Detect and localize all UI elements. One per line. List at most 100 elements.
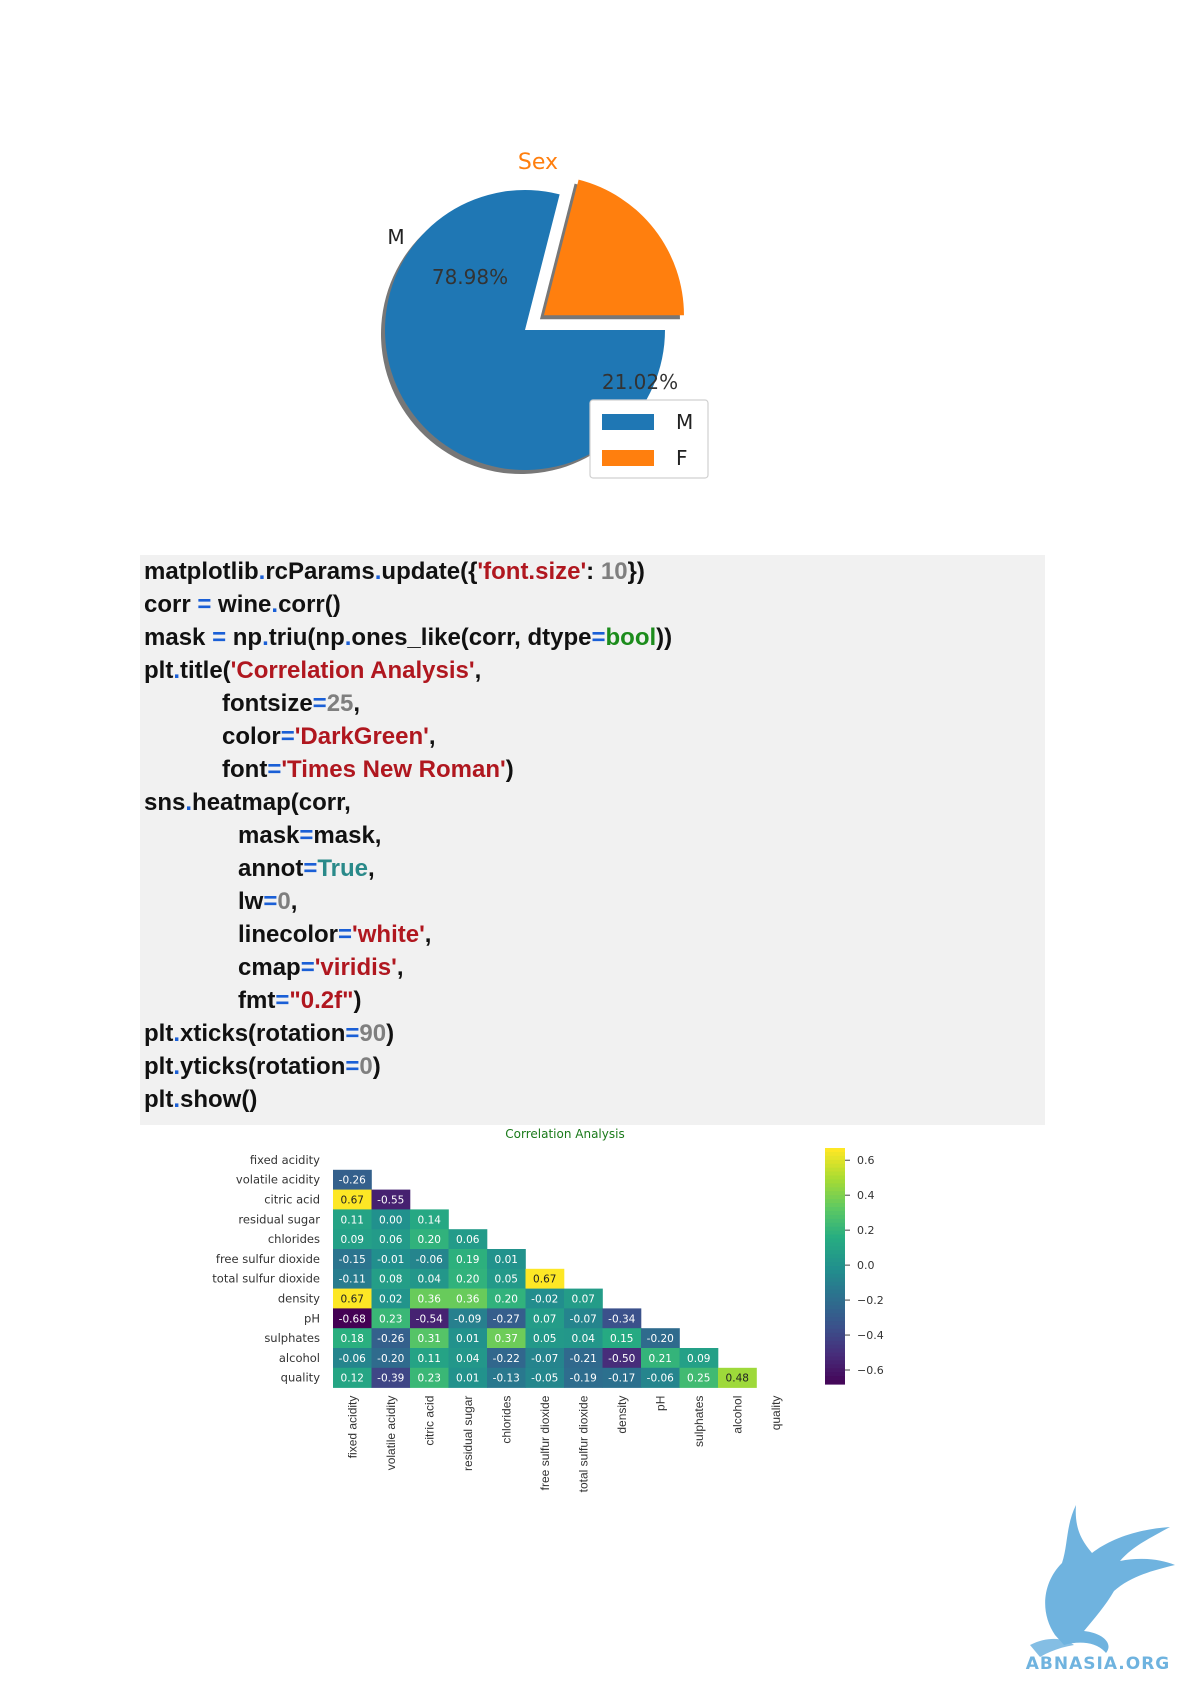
colorbar-band: [825, 1171, 845, 1177]
heatmap-cell: [410, 1367, 449, 1388]
colorbar-band: [825, 1214, 845, 1220]
code-token: True: [317, 855, 369, 882]
colorbar-band: [825, 1218, 845, 1224]
code-token: bool: [605, 624, 657, 651]
heatmap-cell: [641, 1367, 680, 1388]
heatmap-cell-value: 0.12: [341, 1373, 364, 1385]
heatmap-cell-value: 0.01: [495, 1254, 518, 1266]
heatmap-cell-value: 0.36: [418, 1294, 442, 1306]
heatmap-cell: [525, 1268, 565, 1289]
code-token: corr(): [278, 591, 341, 618]
colorbar-tick-label: −0.4: [857, 1329, 884, 1342]
heatmap-cell: [371, 1328, 411, 1349]
correlation-heatmap: Correlation Analysis -0.26 0.67 -0.55 0.11 0…: [212, 1128, 884, 1492]
code-token: ): [505, 756, 514, 783]
colorbar-tick-label: 0.6: [857, 1154, 875, 1167]
heatmap-x-label: fixed acidity: [345, 1396, 359, 1459]
code-line: mask = np.triu(np.ones_like(corr, dtype=…: [144, 623, 672, 653]
code-token: ,: [428, 723, 436, 750]
colorbar-band: [825, 1293, 845, 1299]
code-line: font='Times New Roman'): [222, 755, 514, 785]
code-token: triu(np: [268, 624, 345, 651]
colorbar-tick-label: 0.4: [857, 1189, 875, 1202]
code-token: font: [222, 756, 268, 783]
heatmap-cell-value: 0.14: [418, 1214, 442, 1226]
code-line: annot=True,: [238, 854, 375, 884]
heatmap-cell-value: 0.48: [726, 1373, 749, 1385]
heatmap-cell: [525, 1288, 565, 1309]
colorbar-band: [825, 1155, 845, 1161]
colorbar-band: [825, 1242, 845, 1247]
heatmap-cell-value: -0.02: [531, 1294, 558, 1306]
colorbar-band: [825, 1277, 845, 1283]
code-line: plt.show(): [144, 1085, 257, 1115]
code-line: sns.heatmap(corr,: [144, 788, 351, 818]
heatmap-cell-value: 0.11: [418, 1353, 441, 1365]
sex-pie-chart: Sex M 78.98% F 21.02% MF: [381, 150, 709, 479]
code-line: corr = wine.corr(): [144, 590, 341, 620]
heatmap-cell: [448, 1308, 488, 1329]
heatmap-cell: [371, 1348, 411, 1369]
heatmap-cell: [487, 1367, 526, 1388]
code-token: .: [185, 789, 193, 816]
code-line: color='DarkGreen',: [222, 722, 436, 752]
colorbar-band: [825, 1207, 845, 1212]
pie-percent-f: 21.02%: [602, 370, 678, 394]
heatmap-x-labels: fixed acidity volatile acidity citric acid…: [345, 1395, 783, 1492]
heatmap-cell-value: -0.15: [339, 1254, 366, 1266]
legend-label-m: M: [676, 410, 693, 434]
heatmap-cell-value: 0.11: [341, 1214, 364, 1226]
code-token: .: [258, 558, 266, 585]
heatmap-cell: [333, 1348, 372, 1369]
code-line: mask=mask,: [238, 821, 381, 851]
heatmap-x-label: sulphates: [692, 1396, 706, 1447]
heatmap-cell-value: 0.20: [456, 1274, 479, 1286]
code-token: =: [263, 888, 278, 915]
code-token: matplotlib: [144, 558, 259, 585]
code-token: fmt: [238, 987, 276, 1014]
heatmap-cell-value: -0.54: [416, 1313, 443, 1325]
heatmap-cell: [602, 1308, 642, 1329]
heatmap-cell: [525, 1308, 565, 1329]
griffin-logo-icon: [1030, 1505, 1175, 1657]
code-token: .: [173, 1020, 180, 1047]
heatmap-x-label: pH: [653, 1396, 667, 1411]
heatmap-y-labels: fixed acidity volatile acidity citric acid…: [212, 1153, 320, 1385]
code-token: =: [312, 690, 327, 717]
heatmap-cell: [410, 1229, 449, 1250]
heatmap-cells: -0.26 0.67 -0.55 0.11 0.00 0.14 0.09 0.06 0.20 0.…: [333, 1169, 757, 1388]
heatmap-cell: [410, 1268, 449, 1289]
heatmap-x-label: total sulfur dioxide: [576, 1395, 590, 1492]
code-token: =: [267, 756, 282, 783]
code-token: 90: [359, 1020, 387, 1047]
colorbar-band: [825, 1352, 845, 1358]
heatmap-cell-value: 0.09: [341, 1234, 364, 1246]
colorbar-tick-label: −0.6: [857, 1364, 884, 1377]
heatmap-x-label: chlorides: [499, 1396, 513, 1444]
heatmap-cell: [487, 1268, 526, 1289]
heatmap-cell-value: 0.01: [456, 1333, 479, 1345]
colorbar-band: [825, 1273, 845, 1279]
code-token: ,: [396, 954, 404, 981]
colorbar-band: [825, 1309, 845, 1314]
heatmap-cell-value: 0.02: [379, 1294, 402, 1306]
legend-label-f: F: [676, 446, 688, 470]
heatmap-cell-value: -0.50: [608, 1353, 635, 1365]
code-token: .: [173, 657, 180, 684]
legend-swatch-f: [602, 450, 654, 466]
code-token: ,: [368, 855, 375, 882]
colorbar-band: [825, 1230, 845, 1236]
code-token: title(: [180, 657, 231, 684]
code-token: plt: [144, 1020, 174, 1047]
colorbar-band: [825, 1151, 845, 1157]
colorbar-band: [825, 1380, 845, 1385]
heatmap-cell-value: 0.00: [379, 1214, 402, 1226]
colorbar-band: [825, 1238, 845, 1243]
code-token: =: [275, 987, 290, 1014]
heatmap-cell: [333, 1268, 372, 1289]
code-token: 0: [359, 1053, 373, 1080]
heatmap-cell-value: 0.04: [456, 1353, 480, 1365]
colorbar-band: [825, 1289, 845, 1295]
heatmap-cell-value: 0.07: [533, 1313, 556, 1325]
heatmap-cell-value: -0.26: [339, 1175, 366, 1187]
